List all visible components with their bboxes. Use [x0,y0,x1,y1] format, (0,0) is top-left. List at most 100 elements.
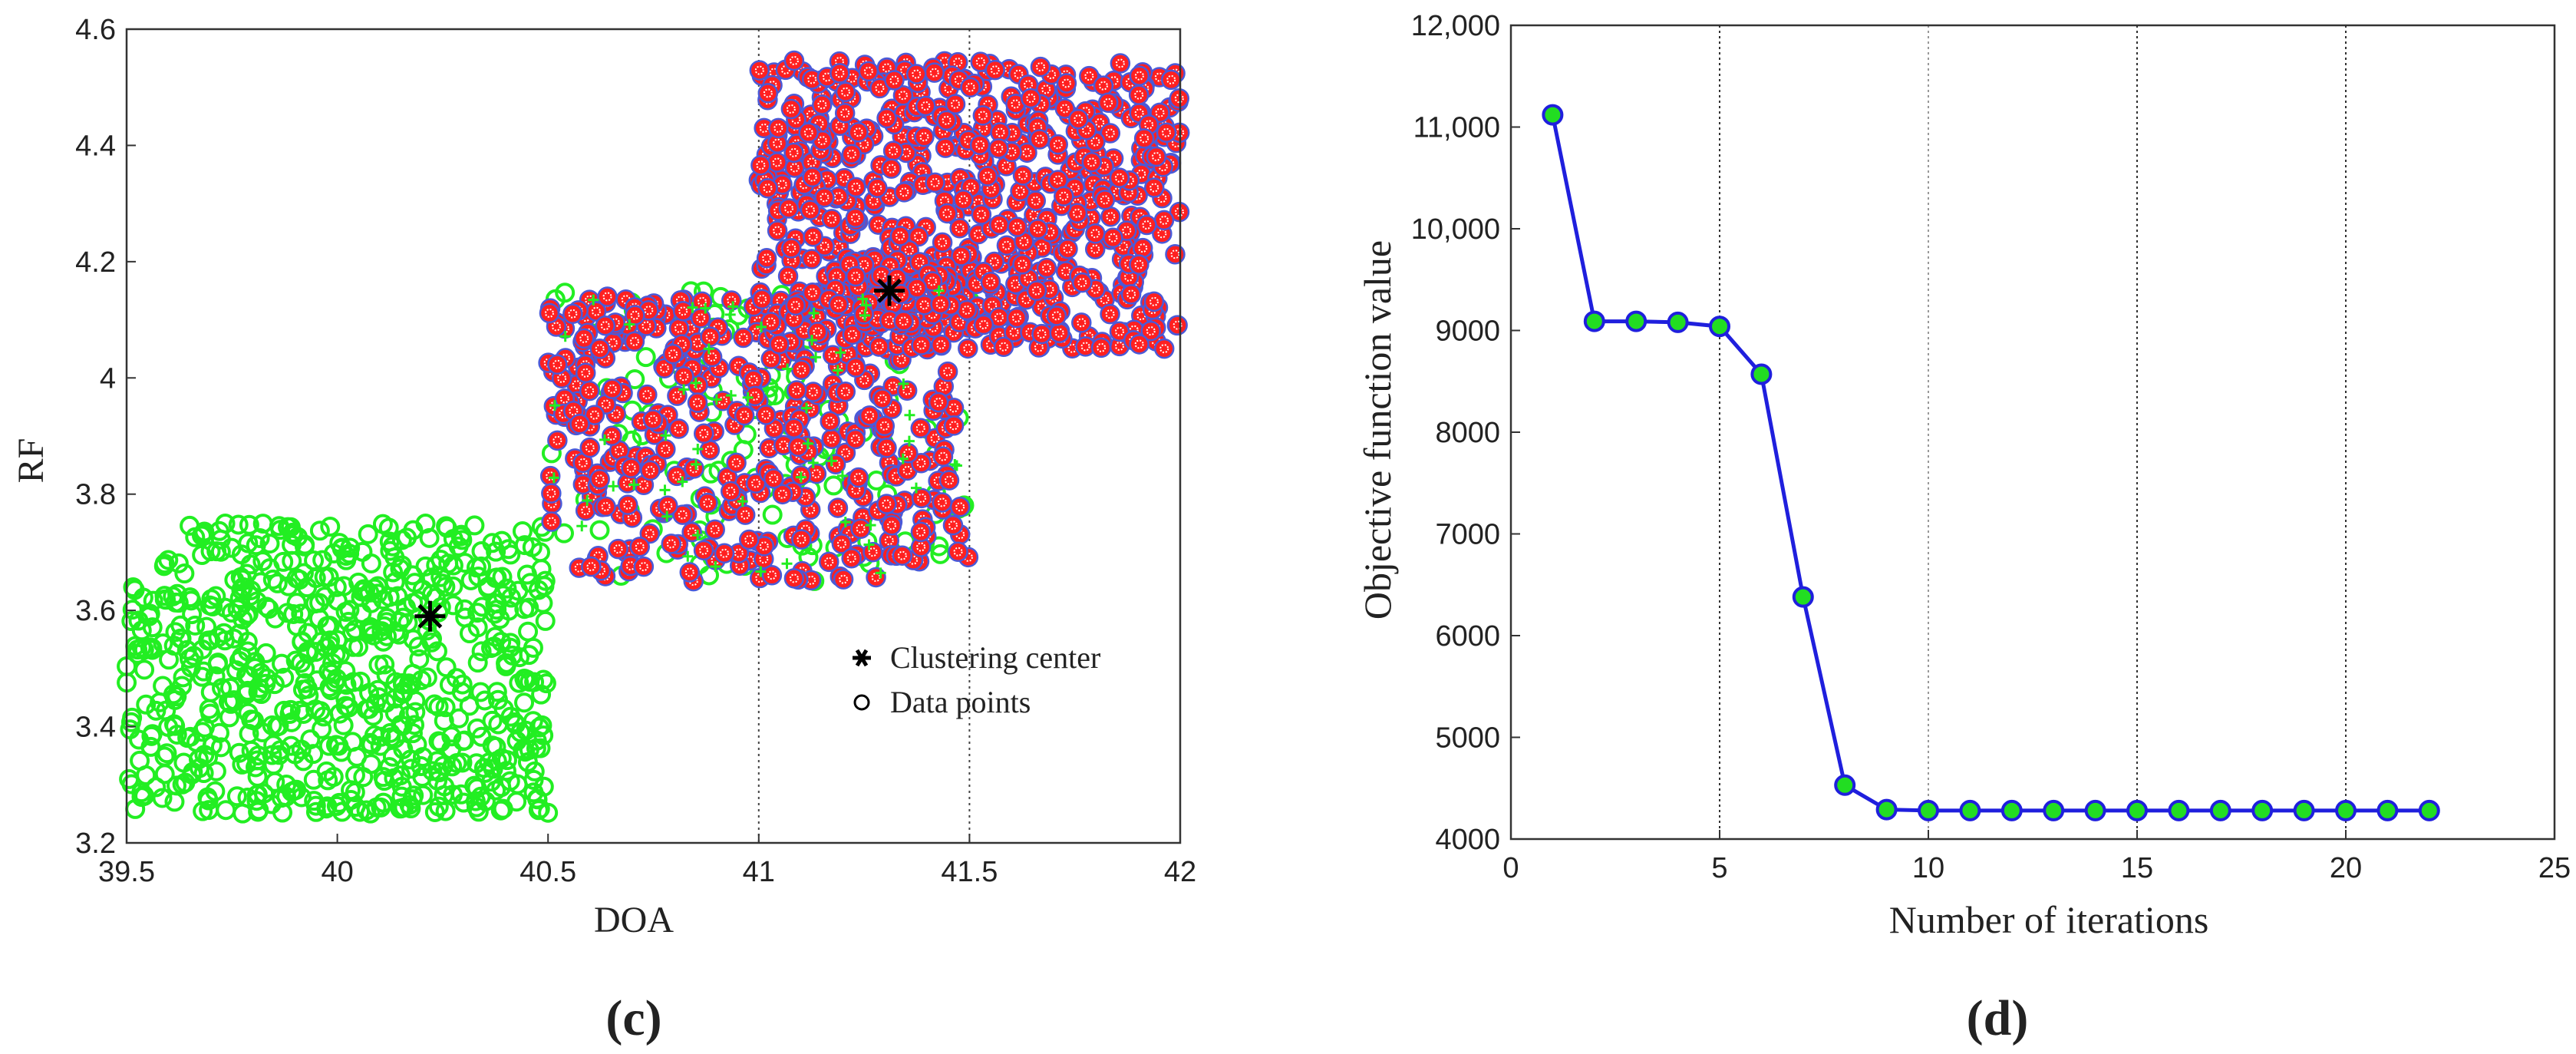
red-data-point-core [754,65,764,75]
cluster-centers-group [414,275,905,632]
red-data-point-core [551,322,561,332]
green-data-point [157,743,177,764]
red-data-point-core [1146,326,1156,336]
green-data-point [309,520,330,541]
red-data-point-core [847,73,857,83]
red-data-point-core [1033,122,1043,132]
green-data-point [200,630,221,651]
red-data-point-core [581,506,591,516]
green-data-point [360,616,381,637]
objective-data-point [2043,799,2065,821]
red-data-point-core [958,195,968,205]
red-data-point-core [971,279,981,289]
green-data-point-mark [692,530,704,541]
red-data-point-core [546,517,556,527]
red-data-point-core [942,115,952,125]
red-data-point-core [1031,196,1041,206]
red-data-point-core [1034,134,1044,144]
red-data-point-core [869,196,879,206]
red-data-point-core [832,272,842,282]
green-data-point [500,706,521,727]
red-data-point-core [773,123,783,133]
line-y-tick-label: 4000 [1435,824,1500,856]
red-data-point-core [1044,285,1054,295]
red-data-point-core [585,386,595,396]
red-data-point-core [902,147,912,157]
green-data-point-mark [742,392,754,403]
red-data-point-core [912,69,922,79]
line-y-ticks: 4000 5000 6000 7000 8000 9000 10,000 11,000 12,0… [1411,10,1520,856]
green-data-point [421,632,442,653]
red-data-point-core [629,336,639,346]
red-data-point-core [872,183,882,193]
red-data-point-core [761,410,771,420]
red-data-point-core [626,463,636,473]
red-data-point-core [828,350,838,360]
green-data-point [248,745,269,766]
red-data-point-core [1144,120,1154,130]
green-data-point [487,567,507,588]
green-data-point [140,603,160,624]
green-data-point-mark [549,400,560,411]
green-data-point-mark [624,319,635,330]
red-data-point-core [1009,327,1019,337]
red-data-point-core [546,488,556,498]
red-data-point-core [930,434,940,444]
green-data-point-mark [808,307,820,319]
red-data-point-core [826,214,836,224]
green-data-point [331,801,352,822]
green-data-point [447,752,467,773]
red-data-point-core [692,398,702,408]
red-data-point-core [1021,295,1031,305]
red-data-point-core [915,257,925,267]
red-data-point-core [630,310,640,320]
green-data-point [238,533,259,553]
red-data-point-core [938,451,948,461]
line-y-tick-label: 8000 [1435,417,1500,449]
red-data-point-core [825,416,835,426]
red-data-point-core [766,317,776,327]
green-data-point [209,722,230,743]
green-data-point [364,578,385,599]
red-data-point-core [790,300,800,310]
red-data-point-core [824,557,834,567]
red-data-point-core [659,363,669,373]
red-data-point-core [648,415,658,425]
red-data-point-core [1037,329,1047,339]
green-data-point [536,673,556,694]
red-data-point-core [936,340,946,350]
red-data-point-core [975,57,985,67]
green-data-point [314,567,335,587]
red-data-point-core [1090,137,1100,147]
line-y-tick-label: 5000 [1435,722,1500,755]
red-data-point-core [572,380,582,390]
green-data-point [358,524,378,544]
red-data-point-core [935,299,945,309]
green-data-point [443,576,463,596]
red-data-point-core [879,421,889,431]
red-data-point-core [578,458,588,468]
green-data-point [524,672,545,692]
green-data-point [210,737,231,758]
red-data-point-core [833,299,843,309]
green-data-point [193,801,213,821]
red-data-point-core [777,180,787,190]
red-data-point-core [1080,342,1090,352]
green-data-point [279,704,300,725]
red-data-point-core [763,183,773,193]
red-data-point-core [929,68,939,78]
green-data-point [226,786,247,807]
red-data-point-core [1149,183,1159,193]
red-data-point-core [953,58,963,68]
red-data-point-core [1090,244,1100,254]
objective-data-point [2126,799,2148,821]
red-data-point-core [805,205,815,215]
red-data-point-core [807,288,817,298]
green-data-point [390,798,411,819]
objective-data-point [2293,799,2315,821]
red-data-point-core [697,296,707,306]
green-data-point [298,686,319,706]
red-data-point-core [797,534,806,544]
panel-label-c: (c) [605,990,661,1046]
red-data-point-core [1105,309,1115,319]
